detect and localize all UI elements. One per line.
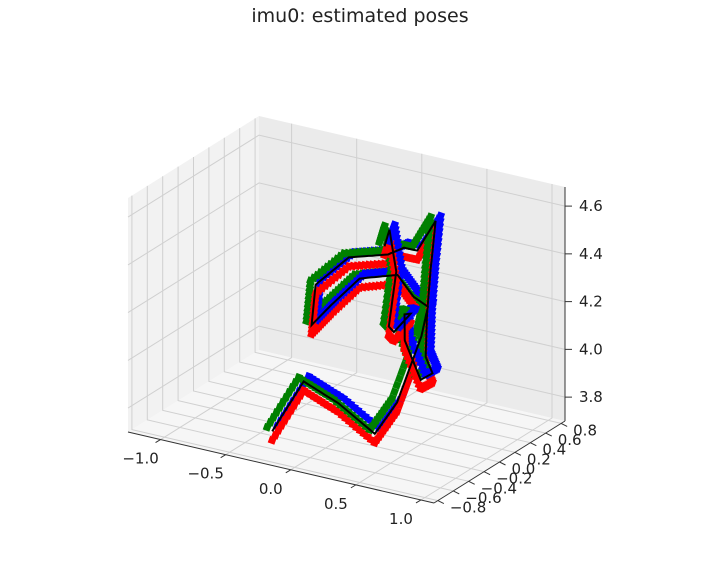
grid-line-y xyxy=(131,195,439,502)
y-tick xyxy=(468,480,475,485)
y-tick-label: −0.8 xyxy=(450,499,486,517)
y-tick-label: −0.2 xyxy=(496,470,532,488)
x-tick xyxy=(415,499,422,504)
y-tick xyxy=(530,442,537,447)
pose-marker xyxy=(392,406,402,416)
grid-line-z xyxy=(127,182,566,266)
pose-marker xyxy=(394,374,404,384)
tick-labels: −1.0−0.50.00.51.0−0.8−0.6−0.4−0.20.00.20… xyxy=(122,197,603,528)
x-tick-label: 1.0 xyxy=(389,510,413,528)
pose-marker xyxy=(397,367,407,377)
x-tick xyxy=(285,469,292,474)
grid-line-y xyxy=(162,176,469,482)
y-tick-label: −0.4 xyxy=(481,479,517,497)
y-tick xyxy=(437,500,445,505)
axes-grid xyxy=(127,118,566,502)
grid-line-x xyxy=(160,123,293,441)
y-tick-label: 0.4 xyxy=(542,441,566,459)
z-tick-label: 4.4 xyxy=(579,245,603,263)
y-tick xyxy=(545,432,552,437)
grid-line-z xyxy=(127,134,566,218)
grid-line-y xyxy=(223,137,531,444)
z-tick-label: 4.2 xyxy=(579,293,603,311)
grid-line-y xyxy=(239,128,546,434)
grid-line-x xyxy=(420,184,553,501)
back-pane xyxy=(259,116,565,421)
x-tick-label: −1.0 xyxy=(122,450,158,468)
grid-line-y xyxy=(208,147,516,453)
pose-marker xyxy=(387,393,397,403)
grid-line-y xyxy=(177,166,485,473)
pose-marker xyxy=(392,380,402,390)
y-tick xyxy=(514,451,522,456)
x-tick-label: −0.5 xyxy=(187,465,223,483)
grid-line-z xyxy=(127,277,566,361)
z-tick-label: 4.0 xyxy=(579,340,603,358)
y-tick-label: 0.6 xyxy=(558,431,582,449)
grid-line-x xyxy=(355,168,488,486)
y-tick-label: 0.8 xyxy=(573,421,597,439)
y-tick-label: 0.2 xyxy=(527,450,551,468)
y-tick-label: −0.6 xyxy=(465,489,501,507)
y-tick xyxy=(483,471,491,476)
tick-marks xyxy=(155,205,572,505)
grid-line-z xyxy=(127,325,566,409)
y-tick xyxy=(453,490,460,495)
chart-title: imu0: estimated poses xyxy=(251,5,468,27)
y-tick-label: 0.0 xyxy=(512,460,536,478)
x-tick xyxy=(220,454,226,459)
grid-line-y xyxy=(146,185,454,492)
pose-marker xyxy=(375,237,384,247)
z-tick-label: 3.8 xyxy=(579,388,603,406)
x-tick xyxy=(155,439,161,443)
grid-line-y xyxy=(254,118,562,424)
x-axis-line xyxy=(127,431,435,504)
x-tick-label: 0.5 xyxy=(324,495,348,513)
z-tick-label: 4.6 xyxy=(579,197,603,215)
x-tick-label: 0.0 xyxy=(259,480,283,498)
y-tick xyxy=(499,461,506,466)
trajectory-line xyxy=(271,220,437,436)
x-tick xyxy=(350,484,357,489)
y-tick xyxy=(560,422,568,427)
grid-line-y xyxy=(193,157,500,463)
pose-marker xyxy=(390,387,399,397)
grid-line-z xyxy=(127,230,566,314)
